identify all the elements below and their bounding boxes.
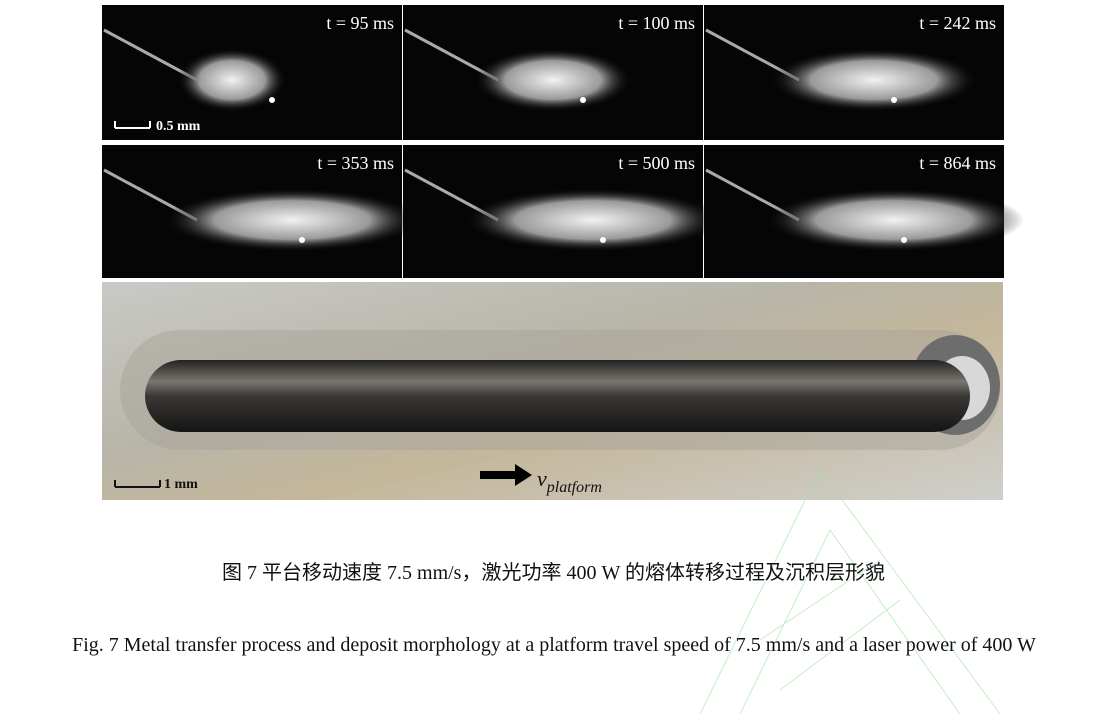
spatter <box>891 97 897 103</box>
deposit-bead <box>145 360 970 432</box>
velocity-label: vplatform <box>537 466 602 496</box>
melt-pool <box>463 188 723 252</box>
frame-time: t = 95 ms <box>326 13 394 33</box>
caption-cn: 图 7 平台移动速度 7.5 mm/s，激光功率 400 W 的熔体转移过程及沉… <box>222 562 885 584</box>
scale-label: 0.5 mm <box>156 119 201 134</box>
velocity-subscript: platform <box>546 479 602 496</box>
spatter <box>600 237 606 243</box>
spatter <box>269 97 275 103</box>
frames: t = 95 ms t = 100 ms t = 242 ms t = 353 ms t… <box>102 5 1024 278</box>
frame-time: t = 864 ms <box>919 153 996 173</box>
frame-time: t = 100 ms <box>618 13 695 33</box>
melt-pool <box>177 48 287 112</box>
melt-pool <box>162 188 422 252</box>
spatter <box>299 237 305 243</box>
melt-pool <box>764 188 1024 252</box>
deposit-photo: 1 mm vplatform <box>102 282 1003 500</box>
velocity-symbol: v <box>537 466 547 491</box>
frame-time: t = 242 ms <box>919 13 996 33</box>
melt-pool <box>769 48 979 112</box>
spatter <box>901 237 907 243</box>
direction-arrow <box>480 464 532 486</box>
scale-label: 1 mm <box>164 477 198 492</box>
caption-en: Fig. 7 Metal transfer process and deposi… <box>72 634 1036 656</box>
frame-time: t = 500 ms <box>618 153 695 173</box>
watermark <box>699 469 1001 714</box>
frame-time: t = 353 ms <box>317 153 394 173</box>
spatter <box>580 97 586 103</box>
melt-pool <box>473 48 633 112</box>
